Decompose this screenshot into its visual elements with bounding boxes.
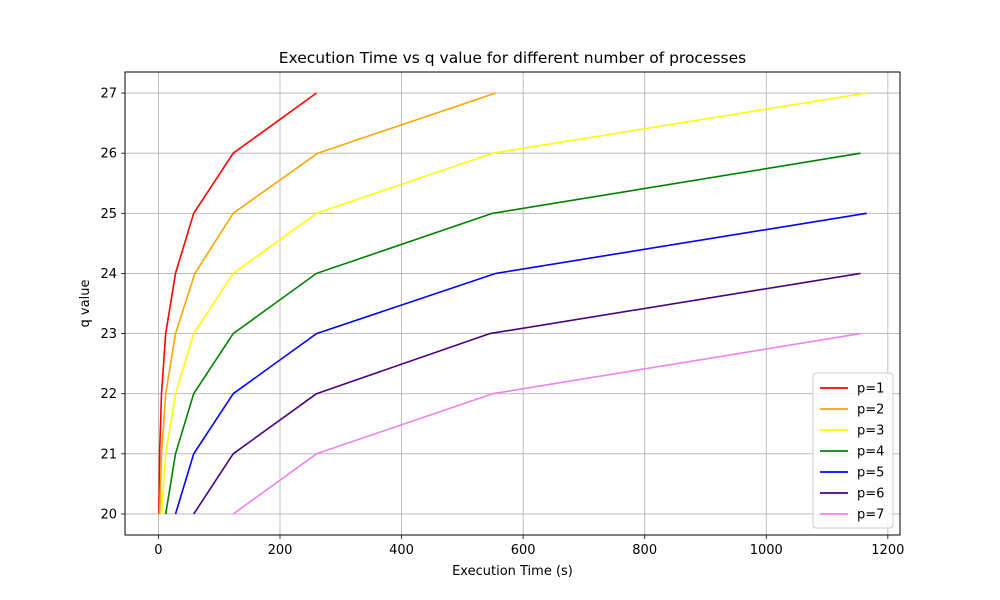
series-line-p=7 (232, 332, 861, 515)
y-tick-label: 25 (100, 207, 117, 222)
x-tick-label: 600 (511, 543, 536, 558)
legend: p=1 p=2 p=3 p=4 p=5 p=6 p=7 (812, 372, 894, 529)
y-tick-label: 24 (100, 267, 117, 282)
series-line-p=6 (193, 272, 861, 515)
series-line-p=2 (158, 92, 497, 515)
series-line-p=1 (158, 92, 317, 515)
y-tick-label: 20 (100, 507, 117, 522)
y-tick-label: 22 (100, 387, 117, 402)
legend-label-p=7: p=7 (857, 508, 884, 523)
series-line-p=5 (174, 212, 867, 515)
y-tick-label: 23 (100, 327, 117, 342)
y-tick-label: 27 (100, 87, 117, 102)
legend-label-p=5: p=5 (857, 466, 884, 481)
y-tick-label: 21 (100, 447, 117, 462)
x-axis-label: Execution Time (s) (452, 564, 573, 579)
x-tick-label: 1200 (871, 543, 904, 558)
axis-ticks: 0 200 400 600 800 1000 1200 20 21 22 23 24 25 26 27 (100, 87, 904, 558)
series-line-p=3 (160, 92, 867, 515)
plot-area-frame (124, 71, 901, 536)
x-tick-label: 800 (632, 543, 657, 558)
legend-label-p=1: p=1 (857, 382, 884, 397)
legend-label-p=3: p=3 (857, 424, 884, 439)
legend-label-p=2: p=2 (857, 403, 884, 418)
x-tick-label: 0 (154, 543, 162, 558)
chart-title: Execution Time vs q value for different … (279, 49, 747, 67)
y-axis-label: q value (78, 280, 93, 328)
series-line-p=4 (164, 152, 861, 515)
x-tick-label: 1000 (750, 543, 783, 558)
legend-label-p=4: p=4 (857, 445, 884, 460)
y-tick-label: 26 (100, 147, 117, 162)
x-tick-label: 400 (389, 543, 414, 558)
legend-box (812, 372, 894, 529)
legend-label-p=6: p=6 (857, 487, 884, 502)
series-lines (158, 92, 867, 515)
grid-lines (125, 72, 900, 535)
x-tick-label: 200 (268, 543, 293, 558)
